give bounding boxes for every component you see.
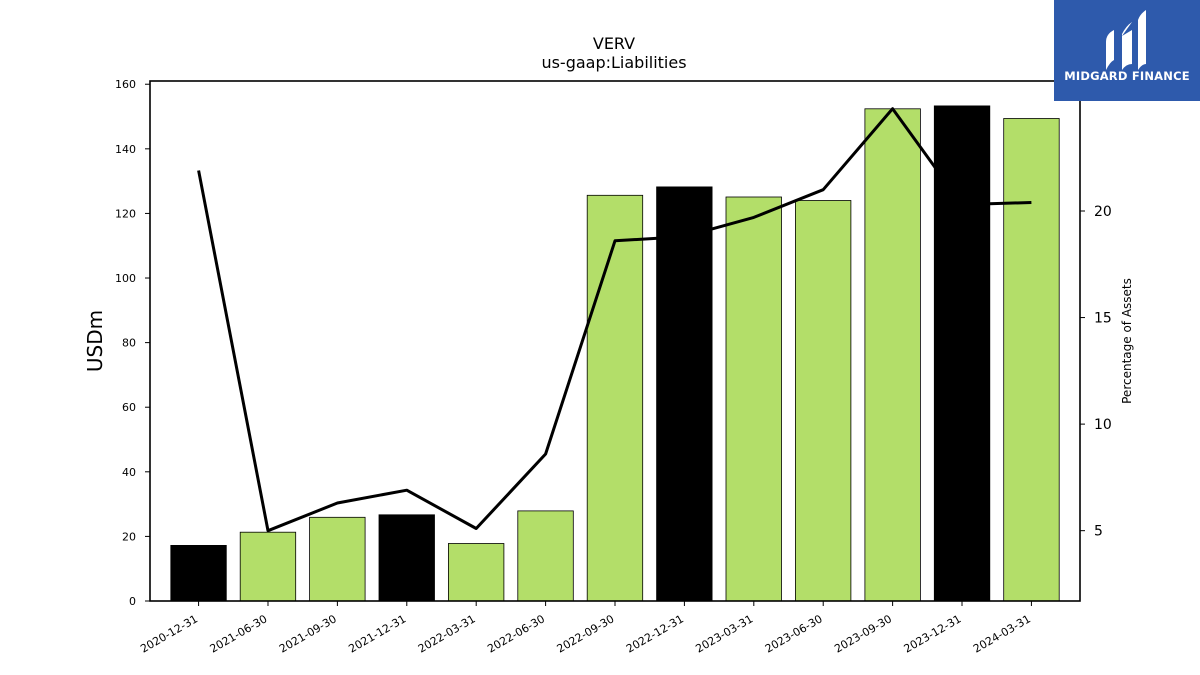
x-tick-label-2022-03-31: 2022-03-31: [416, 612, 478, 655]
bar-2020-12-31: [170, 545, 227, 602]
y-tick-label-60: 60: [122, 401, 136, 414]
line-series: [197, 107, 1032, 533]
y-tick-label-80: 80: [122, 337, 136, 350]
x-tick-label-2022-12-31: 2022-12-31: [624, 612, 686, 655]
logo-mark-icon: [1106, 10, 1146, 70]
y-tick-label-100: 100: [115, 272, 136, 285]
x-tick-label-2023-06-30: 2023-06-30: [763, 612, 825, 655]
y2-tick-label-10: 10: [1094, 417, 1112, 433]
bar-2021-06-30: [239, 531, 297, 602]
bar-2022-12-31: [656, 186, 713, 602]
bar-2021-12-31: [378, 514, 435, 602]
x-tick-label-2020-12-31: 2020-12-31: [138, 612, 200, 655]
y2-tick-label-15: 15: [1094, 311, 1112, 327]
bar-series: [170, 105, 1060, 602]
logo-text: MIDGARD FINANCE: [1064, 69, 1190, 83]
y2-axis-label: Percentage of Assets: [1120, 278, 1134, 404]
chart-subtitle: us-gaap:Liabilities: [541, 53, 686, 72]
percentage-line: [197, 107, 1032, 533]
x-tick-label-2022-06-30: 2022-06-30: [485, 612, 547, 655]
bar-2021-09-30: [309, 516, 366, 602]
x-tick-label-2021-12-31: 2021-12-31: [346, 612, 408, 655]
x-tick-label-2023-09-30: 2023-09-30: [832, 612, 894, 655]
x-tick-label-2024-03-31: 2024-03-31: [971, 612, 1033, 655]
bar-2023-03-31: [725, 196, 782, 602]
y-axis-label: USDm: [83, 310, 107, 372]
y2-tick-label-20: 20: [1094, 204, 1112, 220]
y-tick-label-20: 20: [122, 530, 136, 543]
x-tick-label-2022-09-30: 2022-09-30: [555, 612, 617, 655]
bar-2024-03-31: [1003, 118, 1060, 602]
chart-title: VERV: [593, 34, 635, 53]
midgard-finance-logo: MIDGARD FINANCE: [1054, 0, 1200, 101]
x-tick-label-2023-12-31: 2023-12-31: [902, 612, 964, 655]
x-tick-label-2021-06-30: 2021-06-30: [208, 612, 270, 655]
bar-2022-03-31: [447, 543, 505, 602]
bar-2023-09-30: [864, 108, 921, 602]
y2-tick-label-5: 5: [1094, 524, 1103, 540]
bar-2022-06-30: [517, 510, 574, 602]
x-tick-label-2021-09-30: 2021-09-30: [277, 612, 339, 655]
y-tick-label-140: 140: [115, 143, 136, 156]
y-tick-label-120: 120: [115, 207, 136, 220]
y-tick-label-0: 0: [129, 595, 136, 608]
y-tick-label-40: 40: [122, 466, 136, 479]
y-tick-label-160: 160: [115, 78, 136, 91]
bar-2023-12-31: [933, 105, 991, 602]
bar-2022-09-30: [586, 194, 644, 602]
bar-2023-06-30: [795, 200, 852, 602]
x-tick-label-2023-03-31: 2023-03-31: [693, 612, 755, 655]
